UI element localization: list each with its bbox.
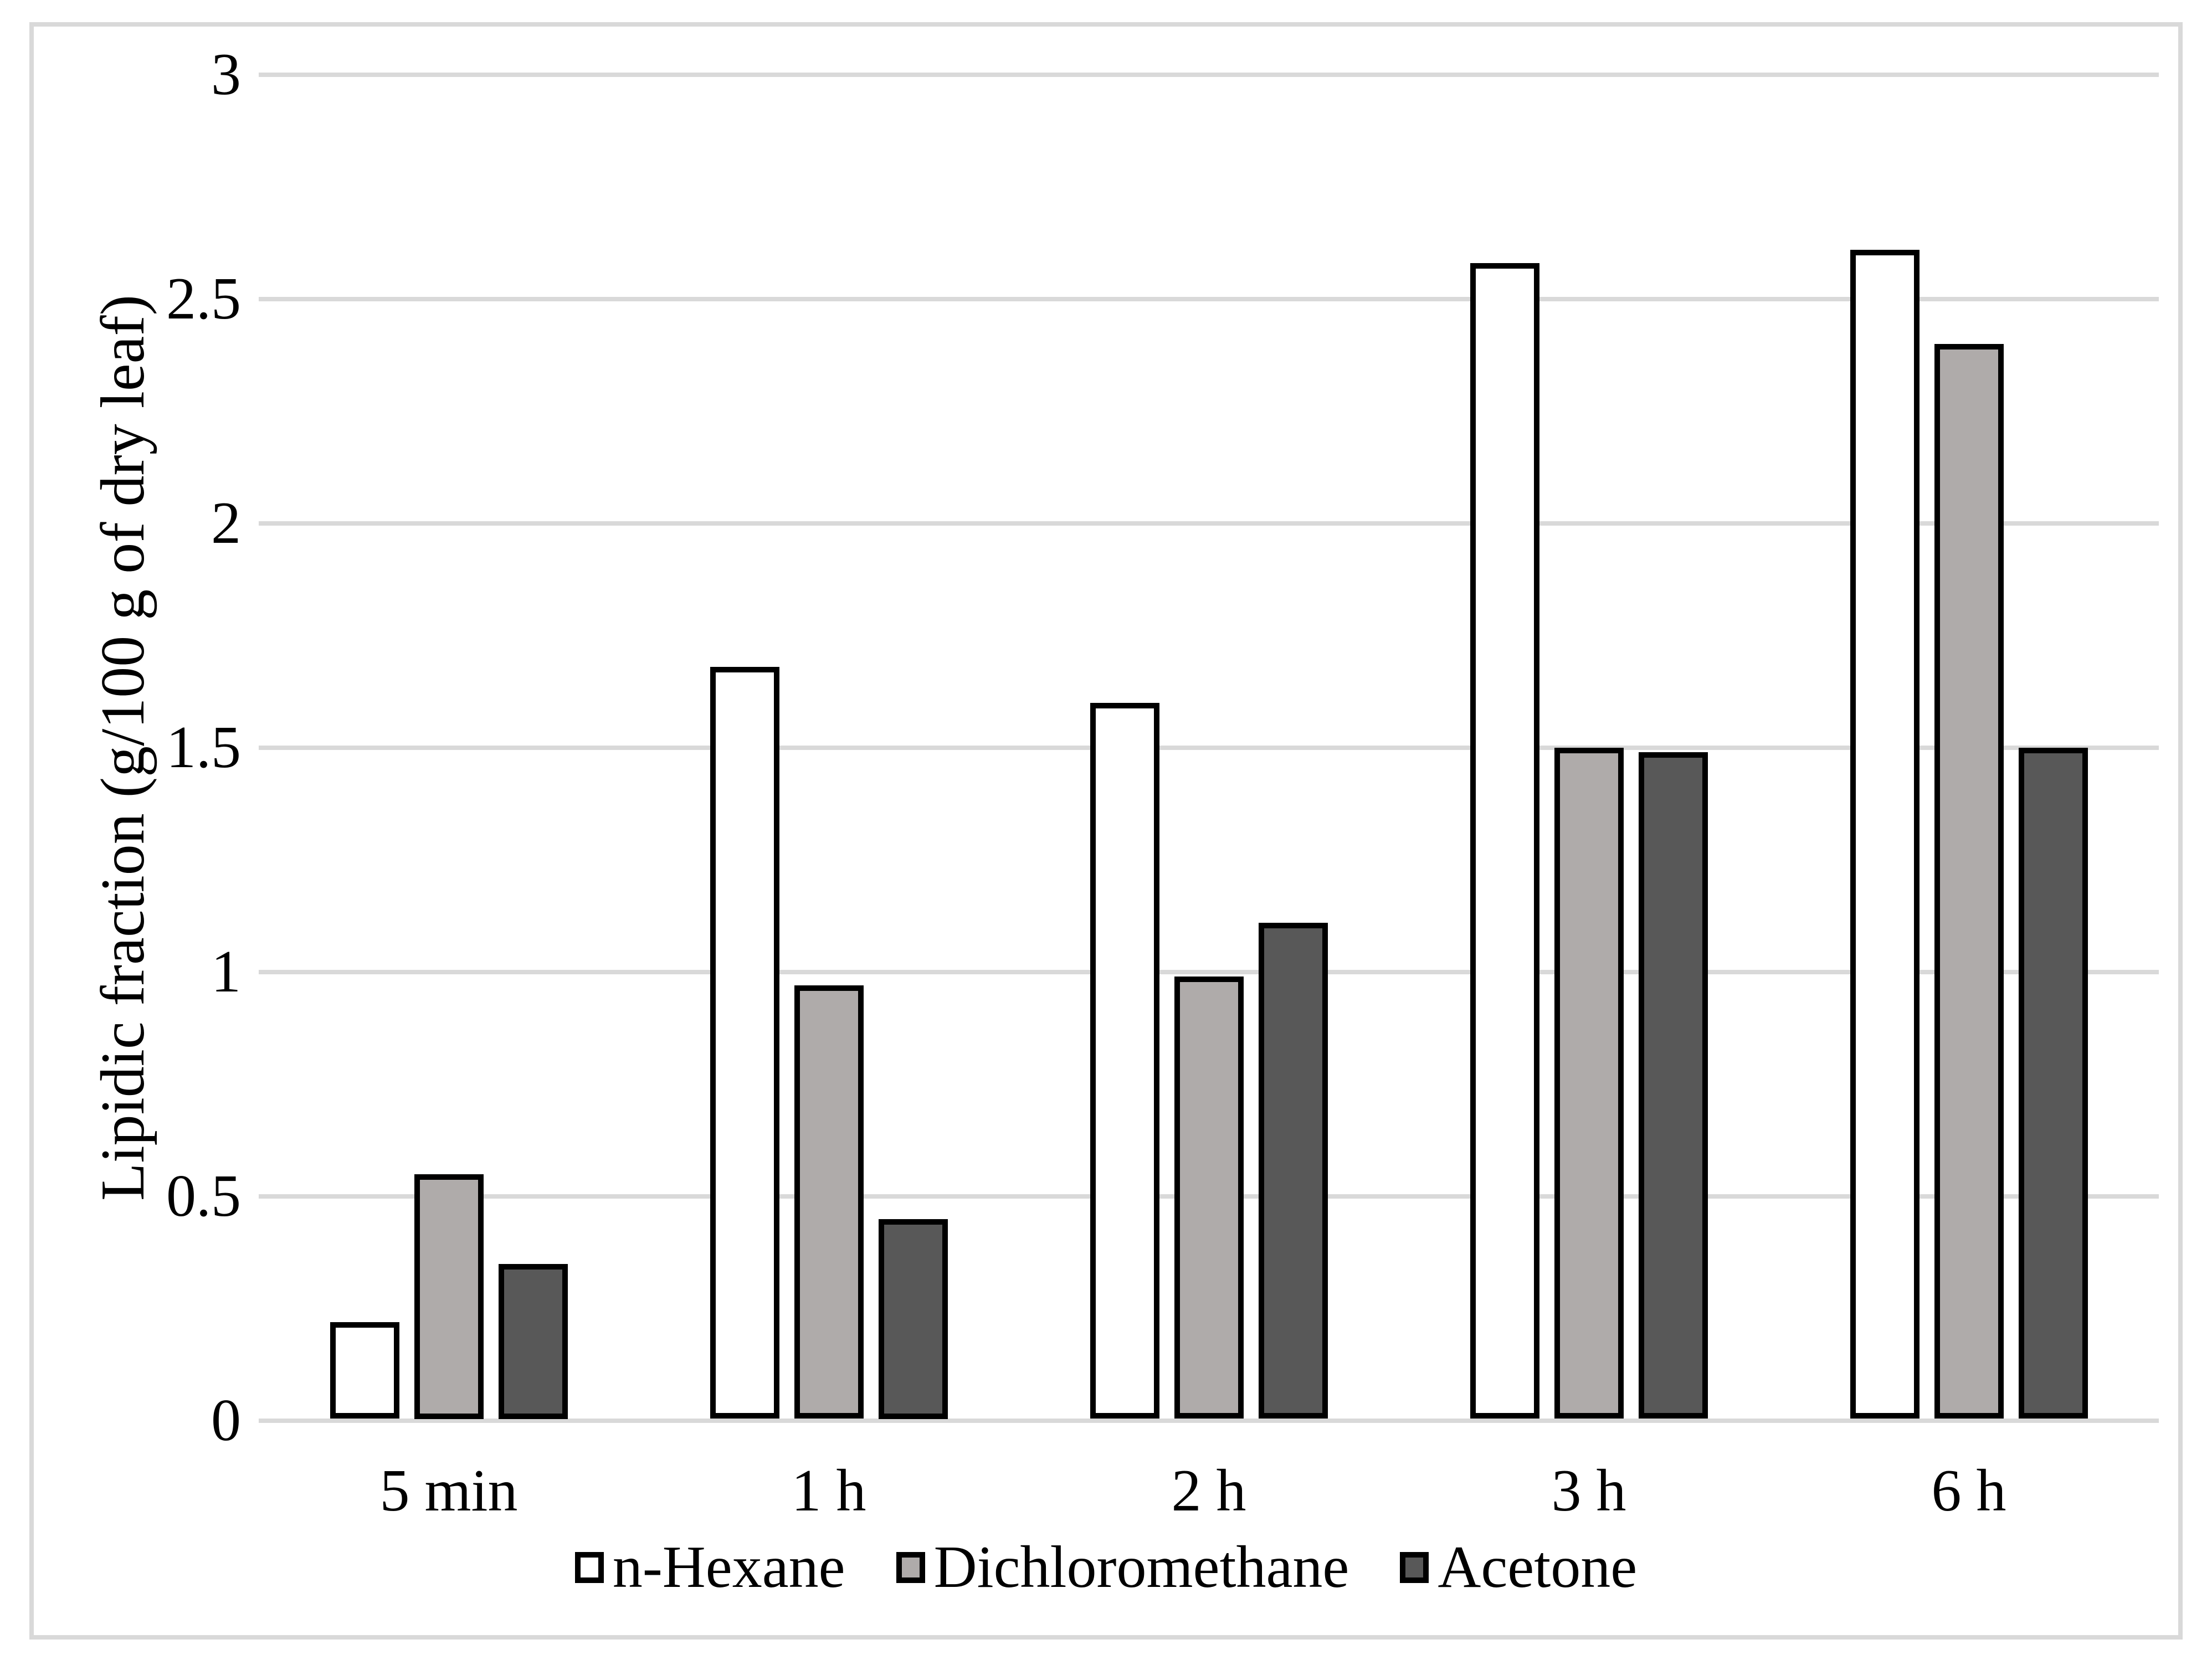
bar-n-hexane-1-h [710,667,779,1419]
legend-swatch-icon [1400,1552,1429,1583]
legend-item-acetone: Acetone [1400,1538,1637,1597]
bar-n-hexane-3-h [1470,263,1539,1419]
bar-n-hexane-2-h [1090,703,1159,1419]
y-axis-title: Lipidic fraction (g/100 g of dry leaf) [89,295,157,1201]
category-label: 6 h [1931,1458,2006,1524]
legend-item-dichloromethane: Dichloromethane [896,1538,1349,1597]
bar-dichloromethane-5-min [414,1174,484,1419]
legend-item-n-hexane: n-Hexane [574,1534,845,1600]
y-tick-label: 2.5 [166,266,241,332]
category-label: 2 h [1171,1458,1246,1524]
legend-label: n-Hexane [612,1534,845,1600]
y-tick-label: 3 [211,42,241,107]
bar-acetone-5-min [499,1264,568,1419]
y-tick-label: 2 [211,490,241,556]
gridline [259,746,2159,750]
category-label: 5 min [379,1458,518,1524]
gridline [259,1419,2159,1423]
bar-acetone-1-h [879,1219,948,1419]
legend: n-Hexane Dichloromethane Acetone [0,1538,2212,1597]
y-tick-label: 0 [211,1388,241,1453]
legend-swatch-icon [574,1552,604,1583]
bar-dichloromethane-1-h [794,985,864,1419]
bar-dichloromethane-6-h [1934,344,2004,1419]
bar-acetone-3-h [1639,752,1708,1419]
bar-dichloromethane-3-h [1554,748,1624,1419]
gridline [259,521,2159,526]
category-label: 1 h [791,1458,866,1524]
bar-n-hexane-6-h [1850,250,1920,1419]
bar-dichloromethane-2-h [1174,977,1244,1419]
bar-acetone-2-h [1259,923,1328,1419]
gridline [259,73,2159,77]
legend-swatch-icon [896,1552,925,1583]
category-label: 3 h [1551,1458,1626,1524]
gridline [259,297,2159,301]
bar-n-hexane-5-min [330,1322,399,1419]
y-tick-label: 1.5 [166,715,241,780]
bar-acetone-6-h [2019,748,2088,1419]
y-tick-label: 1 [211,939,241,1005]
legend-label: Acetone [1438,1534,1638,1600]
legend-label: Dichloromethane [933,1534,1349,1600]
gridline [259,970,2159,974]
y-tick-label: 0.5 [166,1163,241,1229]
